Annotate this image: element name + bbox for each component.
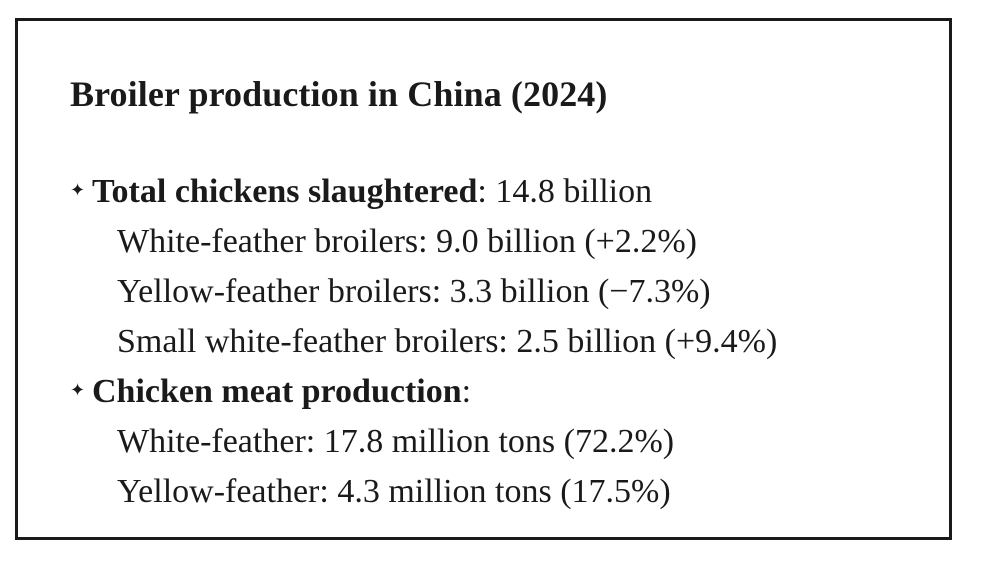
section-meat-production: ✦ Chicken meat production: bbox=[70, 367, 777, 417]
section-separator: : bbox=[461, 373, 472, 410]
card-title: Broiler production in China (2024) bbox=[70, 74, 608, 114]
section-label: Total chickens slaughtered bbox=[92, 173, 478, 210]
list-item-yellow-feather-count: Yellow-feather broilers: 3.3 billion (−7… bbox=[117, 273, 711, 310]
list-item-yellow-feather-meat: Yellow-feather: 4.3 million tons (17.5%) bbox=[117, 473, 671, 510]
bullet-icon: ✦ bbox=[70, 380, 86, 401]
list-item-white-feather-meat: White-feather: 17.8 million tons (72.2%) bbox=[117, 423, 675, 460]
stats-list: ✦ Total chickens slaughtered: 14.8 billio… bbox=[70, 167, 777, 517]
info-card: Broiler production in China (2024) ✦ Tota… bbox=[15, 18, 952, 540]
section-value: 14.8 billion bbox=[486, 173, 653, 210]
section-total-slaughtered: ✦ Total chickens slaughtered: 14.8 billio… bbox=[70, 167, 777, 217]
list-item-white-feather-count: White-feather broilers: 9.0 billion (+2.… bbox=[117, 223, 697, 260]
section-label: Chicken meat production bbox=[92, 373, 462, 410]
section-separator: : bbox=[477, 173, 487, 210]
bullet-icon: ✦ bbox=[70, 180, 86, 201]
list-item-small-white-feather-count: Small white-feather broilers: 2.5 billio… bbox=[117, 323, 778, 360]
